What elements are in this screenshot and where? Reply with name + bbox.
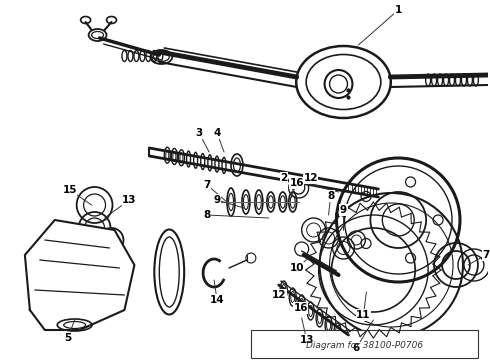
Text: 15: 15 <box>62 185 77 195</box>
Text: 2: 2 <box>280 173 287 183</box>
Text: 10: 10 <box>290 263 304 273</box>
Text: 7: 7 <box>203 180 211 190</box>
Text: 6: 6 <box>353 343 360 353</box>
Text: 16: 16 <box>290 178 304 188</box>
Text: 13: 13 <box>299 335 314 345</box>
Text: 12: 12 <box>271 290 286 300</box>
Text: Diagram for 38100-P0706: Diagram for 38100-P0706 <box>306 342 423 351</box>
Text: 7: 7 <box>482 250 490 260</box>
Text: 9: 9 <box>340 205 347 215</box>
Text: 14: 14 <box>210 295 224 305</box>
Text: 8: 8 <box>203 210 211 220</box>
Text: 8: 8 <box>327 191 334 201</box>
Text: 3: 3 <box>196 128 203 138</box>
Text: 5: 5 <box>64 333 72 343</box>
Text: 9: 9 <box>214 195 220 205</box>
Text: 1: 1 <box>394 5 402 15</box>
Text: 11: 11 <box>356 310 370 320</box>
Text: 13: 13 <box>122 195 137 205</box>
Bar <box>251 330 478 358</box>
Polygon shape <box>25 220 134 330</box>
Text: 12: 12 <box>303 173 318 183</box>
Text: 4: 4 <box>213 128 220 138</box>
Text: 16: 16 <box>294 303 308 313</box>
